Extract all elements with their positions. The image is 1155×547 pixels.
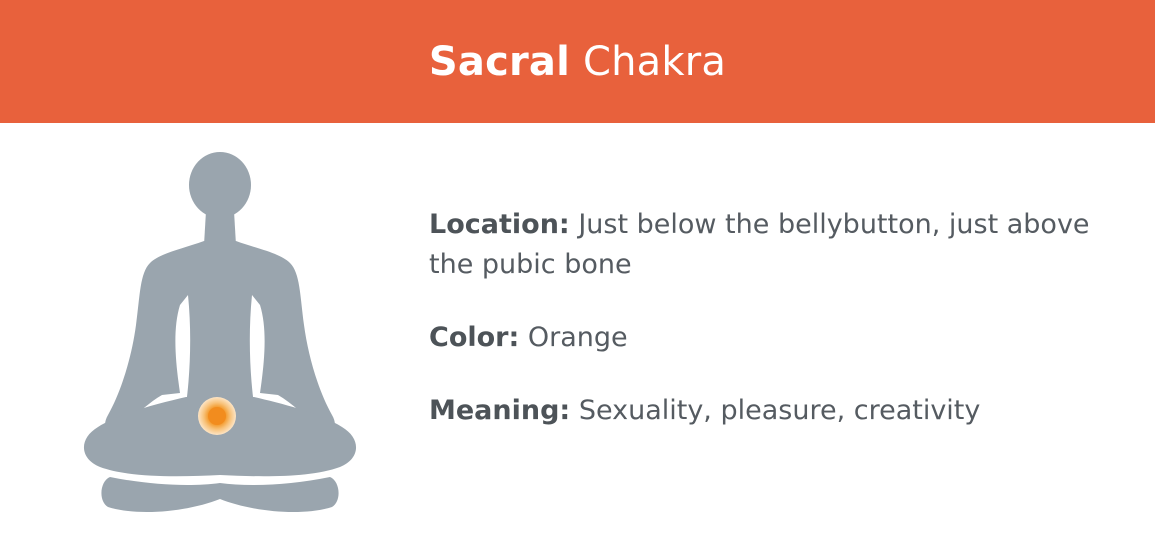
color-label: Color: — [429, 322, 520, 353]
meaning-value: Sexuality, pleasure, creativity — [578, 395, 981, 426]
location-label: Location: — [429, 209, 570, 240]
meaning-row: Meaning: Sexuality, pleasure, creativity — [429, 391, 1129, 431]
location-row: Location: Just below the bellybutton, ju… — [429, 205, 1129, 285]
chakra-info: Location: Just below the bellybutton, ju… — [429, 205, 1129, 431]
color-value: Orange — [527, 322, 628, 353]
title-banner: Sacral Chakra — [0, 0, 1155, 123]
meaning-label: Meaning: — [429, 395, 571, 426]
silhouette — [83, 152, 357, 513]
page-title: Sacral Chakra — [429, 39, 726, 85]
color-row: Color: Orange — [429, 318, 1129, 358]
meditating-person-icon — [70, 145, 370, 525]
location-value: Just below the bellybutton, just above t… — [429, 209, 1090, 280]
sacral-chakra-dot — [198, 397, 236, 435]
title-bold-word: Sacral — [428, 38, 571, 85]
title-rest-word: Chakra — [582, 38, 727, 85]
